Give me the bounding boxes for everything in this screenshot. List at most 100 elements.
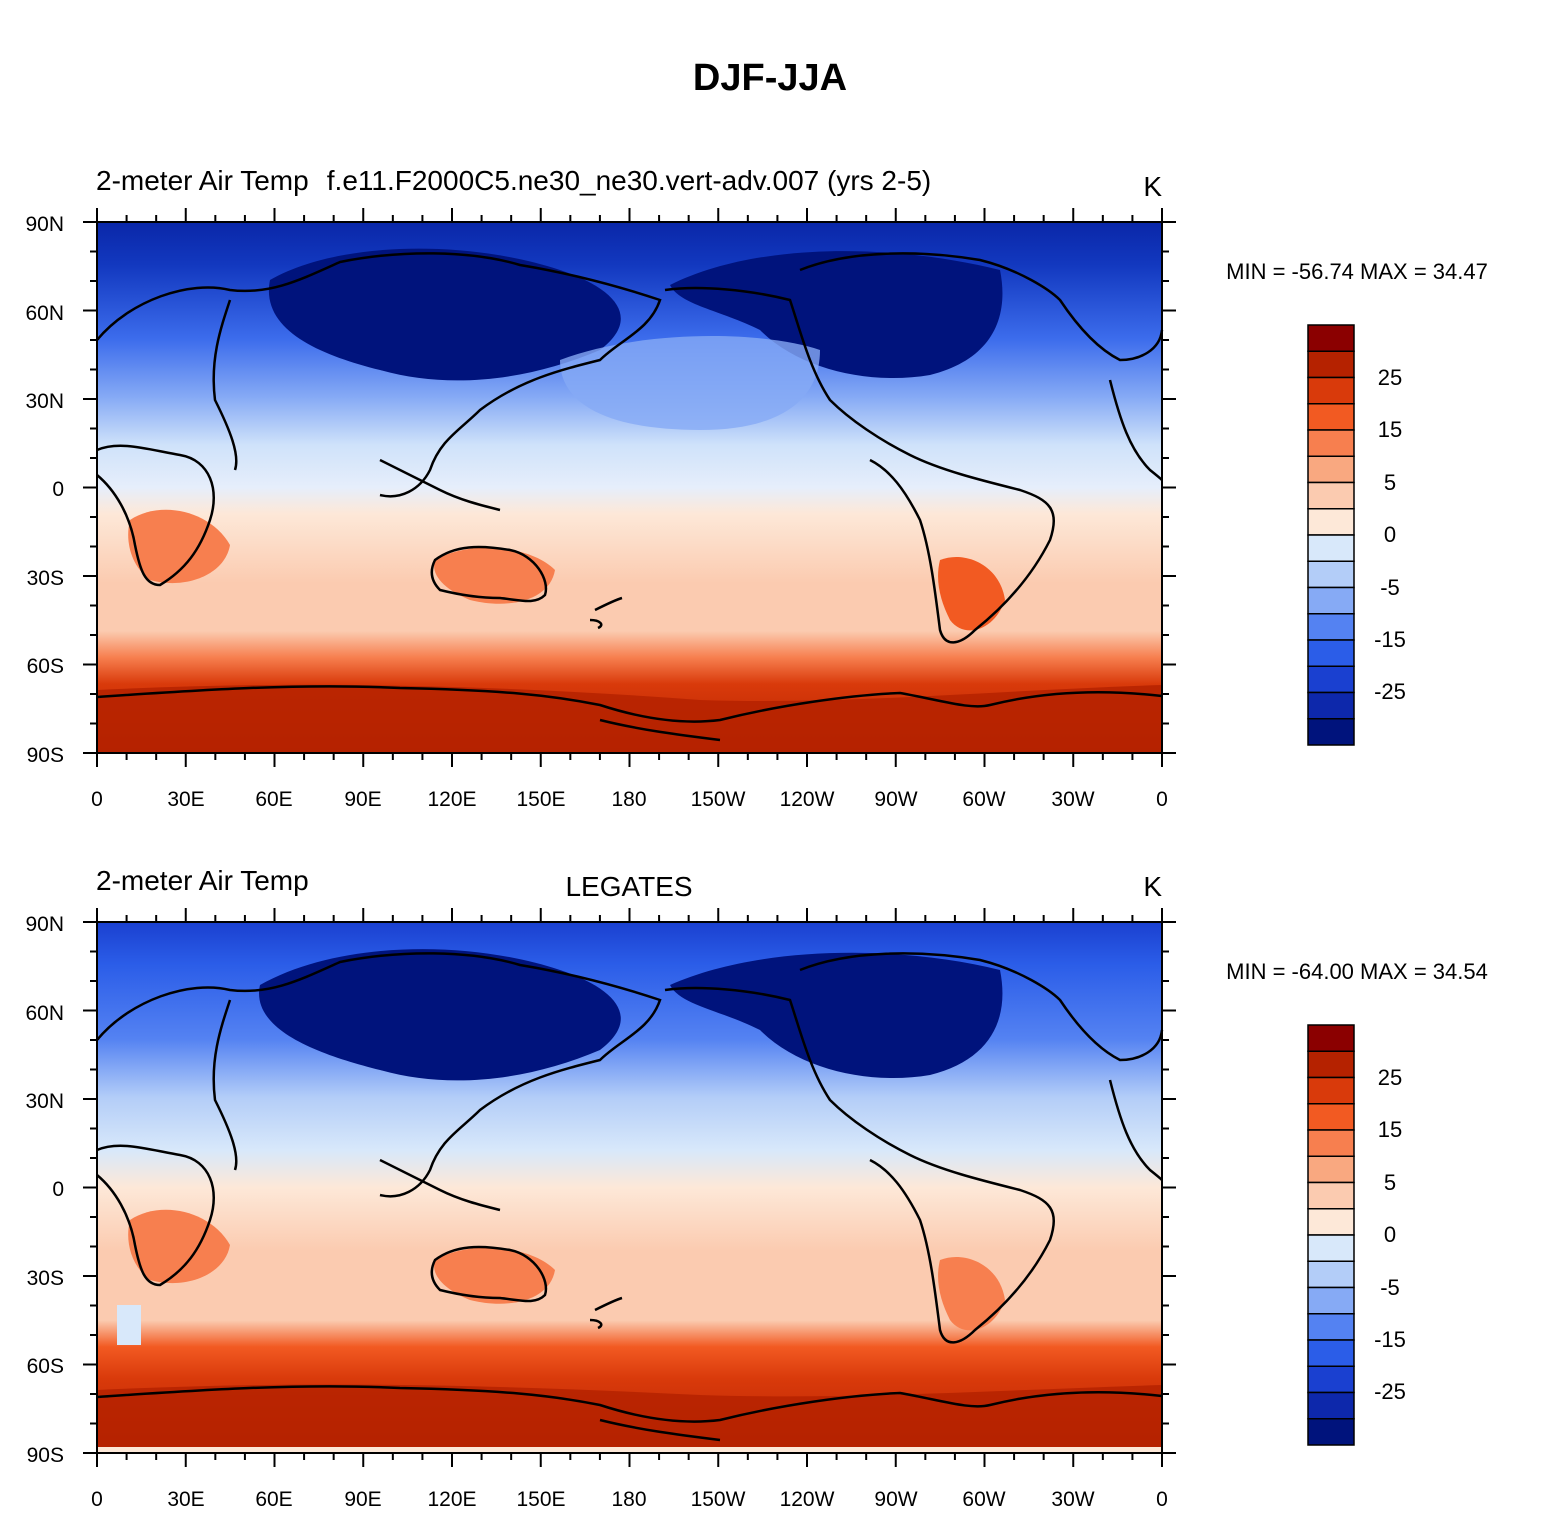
colorbar-box	[1307, 1129, 1355, 1157]
lat-label: 30N	[25, 1090, 64, 1113]
panel-1: 2-meter Air Temp f.e11.F2000C5.ne30_ne30…	[25, 165, 1487, 811]
colorbar-label: -5	[1380, 1275, 1400, 1300]
panel-1-min-max: MIN = -56.74 MAX = 34.47	[1226, 259, 1488, 284]
panel-2-map	[96, 921, 1164, 1454]
panel-2-center-string: LEGATES	[565, 871, 692, 902]
colorbar-box	[1307, 1103, 1355, 1131]
colorbar-box	[1307, 455, 1355, 484]
panel-1-coastlines	[96, 252, 1164, 742]
lon-label: 0	[1156, 1488, 1168, 1511]
colorbar-box	[1307, 534, 1355, 562]
colorbar-box	[1307, 403, 1355, 431]
lat-label: 60N	[25, 1002, 64, 1025]
lat-label: 0	[52, 1178, 64, 1201]
colorbar-box	[1307, 613, 1355, 641]
lat-label: 60S	[27, 1355, 64, 1378]
colorbar-label: -5	[1380, 575, 1400, 600]
panel-2-right-string: K	[1143, 871, 1162, 902]
lon-label: 60W	[962, 788, 1005, 811]
colorbar-box	[1307, 1234, 1355, 1262]
lat-label: 60S	[27, 655, 64, 678]
colorbar-label: 25	[1378, 1065, 1402, 1090]
lon-label: 60E	[255, 788, 292, 811]
panel-2-asia-cold-region	[259, 949, 621, 1081]
lon-label: 180	[611, 1488, 646, 1511]
panel-2-north-america-cold-region	[670, 952, 1003, 1078]
lon-label: 120E	[427, 788, 476, 811]
colorbar-box	[1307, 429, 1355, 457]
panel-1-axes: 90N 60N 30N 0 30S 60S 90S 0 30E 60E 90E …	[25, 208, 1176, 811]
panel-2-south-atlantic-cool-patch	[117, 1305, 141, 1345]
colorbar-box	[1307, 1339, 1355, 1367]
lon-label: 150E	[516, 788, 565, 811]
panel-2-coastlines	[96, 952, 1164, 1442]
colorbar-box	[1307, 586, 1355, 615]
colorbar-box	[1307, 665, 1355, 694]
panel-1-lon-labels: 0 30E 60E 90E 120E 150E 180 150W 120W 90…	[91, 788, 1168, 811]
panel-1-colorbar-labels: 25 15 5 0 -5 -15 -25	[1374, 365, 1406, 704]
lon-label: 0	[1156, 788, 1168, 811]
colorbar-box	[1307, 1024, 1355, 1052]
lon-label: 60W	[962, 1488, 1005, 1511]
panel-2-field	[97, 922, 1162, 1453]
colorbar-box	[1307, 718, 1355, 746]
lon-label: 90W	[874, 1488, 917, 1511]
panel-1-pacific-cool-region	[560, 336, 820, 430]
panel-1-antarctic-warm-band	[97, 684, 1162, 753]
panel-2-colorbar-boxes	[1307, 1024, 1355, 1446]
panel-2-left-string: 2-meter Air Temp	[96, 865, 309, 896]
colorbar-box	[1307, 1260, 1355, 1289]
lat-label: 30S	[27, 567, 64, 590]
colorbar-box	[1307, 324, 1355, 352]
panel-1-center-string: f.e11.F2000C5.ne30_ne30.vert-adv.007 (yr…	[327, 165, 931, 196]
colorbar-box	[1307, 1313, 1355, 1341]
colorbar-label: 5	[1384, 1170, 1396, 1195]
colorbar-box	[1307, 508, 1355, 536]
lat-label: 30S	[27, 1267, 64, 1290]
colorbar-box	[1307, 1418, 1355, 1446]
panel-2-lat-labels: 90N 60N 30N 0 30S 60S 90S	[25, 913, 64, 1467]
panel-1-right-string: K	[1143, 171, 1162, 202]
panel-1-field	[97, 222, 1162, 753]
panel-2-africa-warm-region	[128, 1209, 230, 1284]
colorbar-box	[1307, 1391, 1355, 1420]
colorbar-label: 25	[1378, 365, 1402, 390]
panel-1-map	[96, 221, 1164, 754]
panel-1-north-america-cold-region	[670, 251, 1003, 378]
figure-title: DJF-JJA	[693, 57, 847, 99]
colorbar-box	[1307, 350, 1355, 379]
colorbar-label: -25	[1374, 679, 1406, 704]
panel-2-australia-warm-region	[434, 1247, 555, 1304]
lon-label: 90E	[344, 788, 381, 811]
lon-label: 150W	[691, 1488, 746, 1511]
lon-label: 30W	[1051, 1488, 1094, 1511]
lon-label: 150E	[516, 1488, 565, 1511]
lon-label: 60E	[255, 1488, 292, 1511]
lat-label: 90N	[25, 213, 64, 236]
lon-label: 0	[91, 1488, 103, 1511]
colorbar-label: -15	[1374, 627, 1406, 652]
panel-2-axes: 90N 60N 30N 0 30S 60S 90S 0 30E 60E 90E …	[25, 908, 1176, 1511]
lat-label: 30N	[25, 390, 64, 413]
lon-label: 150W	[691, 788, 746, 811]
lon-label: 0	[91, 788, 103, 811]
panel-2-colorbar-labels: 25 15 5 0 -5 -15 -25	[1374, 1065, 1406, 1404]
panel-1-australia-warm-region	[434, 547, 555, 604]
panel-2-min-max: MIN = -64.00 MAX = 34.54	[1226, 959, 1488, 984]
colorbar-box	[1307, 1076, 1355, 1105]
lat-label: 90N	[25, 913, 64, 936]
colorbar-box	[1307, 1208, 1355, 1236]
lat-label: 90S	[27, 1444, 64, 1467]
panel-2-south-america-warm-region	[938, 1256, 1005, 1331]
colorbar-box	[1307, 481, 1355, 510]
colorbar-box	[1307, 639, 1355, 667]
colorbar-box	[1307, 1155, 1355, 1184]
colorbar-label: 0	[1384, 1222, 1396, 1247]
colorbar-box	[1307, 691, 1355, 720]
panel-1-africa-warm-region	[128, 509, 230, 584]
colorbar-label: 15	[1378, 417, 1402, 442]
lon-label: 30W	[1051, 788, 1094, 811]
colorbar-label: -25	[1374, 1379, 1406, 1404]
panel-1-asia-cold-region	[268, 248, 621, 381]
